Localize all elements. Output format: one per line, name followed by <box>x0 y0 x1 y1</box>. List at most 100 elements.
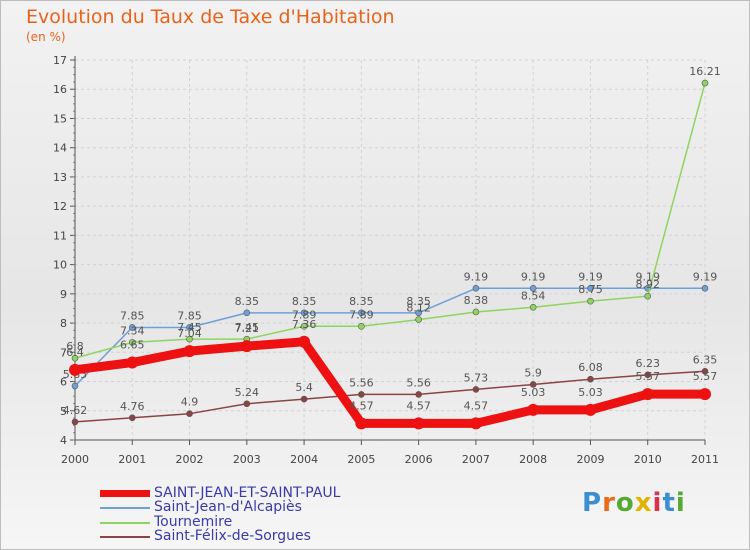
data-point <box>128 324 136 331</box>
y-tick-label: 15 <box>53 112 67 125</box>
data-point <box>469 417 482 430</box>
series-saint-jean-d-alcapi-s: 5.857.857.858.358.358.358.359.199.199.19… <box>63 270 718 390</box>
data-point <box>412 417 425 430</box>
chart-title: Evolution du Taux de Taxe d'Habitation <box>26 6 395 28</box>
data-label: 4.57 <box>406 399 431 412</box>
data-point <box>186 324 193 331</box>
x-tick-label: 2001 <box>118 453 146 466</box>
data-label: 7.85 <box>177 309 202 322</box>
data-point <box>415 309 422 317</box>
data-point <box>587 284 594 292</box>
series-saint-jean-et-saint-paul: 6.4 6.65 7.04 7.21 7.36 4.57 4.57 4.57 5.03 5.03 5… <box>66 318 717 430</box>
data-label: 9.19 <box>521 270 546 283</box>
legend-swatch <box>100 536 150 538</box>
legend-label: Saint-Jean-d'Alcapiès <box>154 499 302 515</box>
y-tick-label: 4 <box>60 434 67 447</box>
data-point <box>415 316 422 323</box>
legend-swatch <box>100 522 150 524</box>
data-point <box>243 309 251 317</box>
data-label: 5.73 <box>464 371 489 384</box>
data-label: 6.08 <box>578 361 603 374</box>
data-point <box>641 388 654 401</box>
series-saint-f-lix-de-sorgues: 4.62 4.76 4.9 5.24 5.4 5.56 5.56 5.73 5.9 6.08 6.2… <box>63 353 717 426</box>
x-tick-label: 2009 <box>576 453 604 466</box>
data-point <box>300 309 308 317</box>
data-label: 8.92 <box>635 278 660 291</box>
data-point <box>701 368 709 375</box>
data-point <box>587 297 594 305</box>
data-label: 4.9 <box>181 396 199 409</box>
data-label: 4.62 <box>63 404 88 417</box>
x-tick-label: 2002 <box>176 453 204 466</box>
series-line <box>74 370 706 423</box>
x-tick-label: 2010 <box>634 453 662 466</box>
y-tick-label: 6 <box>60 376 67 389</box>
data-point <box>415 391 422 398</box>
data-point <box>644 292 652 300</box>
data-point <box>358 309 365 317</box>
data-label: 7.89 <box>349 308 374 321</box>
data-label: 4.57 <box>349 399 374 412</box>
y-tick-label: 7 <box>60 346 67 359</box>
y-tick-label: 5 <box>60 405 67 418</box>
data-label: 5.24 <box>235 386 260 399</box>
data-label: 5.57 <box>635 370 660 383</box>
data-label: 7.36 <box>292 318 317 331</box>
x-tick-label: 2005 <box>347 453 375 466</box>
x-tick-label: 2011 <box>691 453 719 466</box>
legend-label: Saint-Félix-de-Sorgues <box>154 528 311 544</box>
data-label: 5.56 <box>406 376 431 389</box>
data-point <box>472 308 480 316</box>
data-point <box>71 418 79 426</box>
data-point <box>529 381 537 388</box>
data-point <box>300 322 308 330</box>
x-tick-label: 2006 <box>405 453 433 466</box>
data-point <box>298 335 311 348</box>
data-label: 8.54 <box>521 289 546 302</box>
data-point <box>358 391 365 398</box>
series-line <box>74 287 706 387</box>
legend-label: SAINT-JEAN-ET-SAINT-PAUL <box>154 485 341 501</box>
data-label: 8.35 <box>349 295 374 308</box>
data-point <box>300 395 308 403</box>
data-label: 7.45 <box>177 321 202 334</box>
y-tick-label: 12 <box>53 200 67 213</box>
data-point <box>126 356 139 369</box>
data-label: 6.23 <box>635 357 660 370</box>
data-label: 8.75 <box>578 283 603 296</box>
data-point <box>529 284 537 292</box>
data-label: 7.89 <box>292 308 317 321</box>
legend-item-saint-jean-et-saint-paul: SAINT-JEAN-ET-SAINT-PAUL <box>100 485 420 501</box>
legend-item-saint-jean-d-alcapies: Saint-Jean-d'Alcapiès <box>100 499 420 515</box>
data-point <box>472 284 480 292</box>
y-tick-label: 17 <box>53 54 67 67</box>
data-point <box>584 403 597 416</box>
legend-label: Tournemire <box>154 514 233 530</box>
data-point <box>701 79 709 87</box>
data-label: 9.19 <box>693 270 718 283</box>
proxiti-logo: Proxiti <box>582 488 686 518</box>
data-point <box>701 284 709 292</box>
data-point <box>128 339 136 346</box>
data-label: 8.35 <box>292 295 317 308</box>
legend-item-saint-felix-de-sorgues: Saint-Félix-de-Sorgues <box>100 528 420 544</box>
legend-swatch <box>100 490 150 497</box>
y-tick-label: 8 <box>60 317 67 330</box>
data-label: 9.19 <box>578 270 603 283</box>
data-label: 4.76 <box>120 400 145 413</box>
data-label: 9.19 <box>464 270 489 283</box>
data-label: 8.35 <box>406 295 431 308</box>
data-label: 5.03 <box>521 386 546 399</box>
legend-swatch <box>100 507 150 509</box>
data-label: 4.57 <box>464 399 489 412</box>
data-point <box>71 354 79 362</box>
data-point <box>240 340 253 353</box>
data-label: 5.4 <box>295 381 313 394</box>
data-point <box>69 363 81 376</box>
data-label: 6.65 <box>120 339 145 352</box>
x-tick-label: 2007 <box>462 453 490 466</box>
y-tick-label: 9 <box>60 288 67 301</box>
data-label: 5.03 <box>578 386 603 399</box>
data-label: 6.8 <box>66 340 84 353</box>
